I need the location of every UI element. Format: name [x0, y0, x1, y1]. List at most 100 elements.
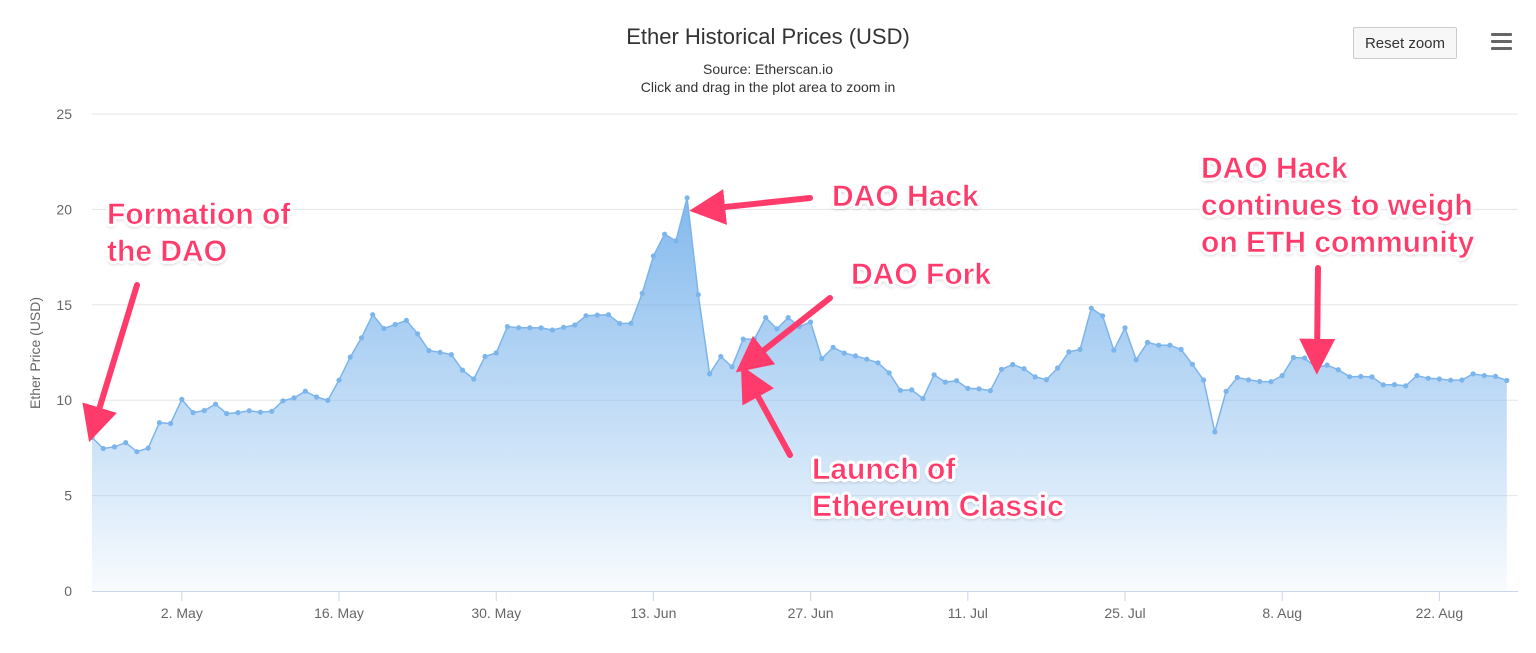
reset-zoom-button[interactable]: Reset zoom: [1353, 27, 1457, 59]
price-data-point: [639, 290, 645, 296]
price-data-point: [1156, 342, 1162, 348]
price-data-point: [1358, 373, 1364, 380]
price-data-point: [583, 313, 589, 319]
x-tick-label: 22. Aug: [1416, 605, 1464, 621]
price-data-point: [179, 396, 185, 402]
price-data-point: [1010, 361, 1016, 368]
price-data-point: [1492, 373, 1499, 379]
price-data-point: [1088, 305, 1094, 311]
price-data-point: [920, 395, 926, 402]
price-data-point: [1448, 377, 1454, 383]
y-tick-label: 25: [56, 106, 72, 122]
price-data-point: [156, 420, 162, 426]
price-data-point: [931, 372, 937, 378]
price-data-point: [280, 398, 286, 404]
price-data-point: [1391, 382, 1398, 388]
x-tick-label: 13. Jun: [630, 605, 676, 621]
price-data-point: [718, 353, 724, 360]
price-data-point: [976, 386, 982, 392]
price-data-point: [1470, 371, 1476, 377]
price-data-point: [347, 354, 353, 360]
price-data-point: [134, 449, 140, 455]
price-data-point: [459, 367, 466, 373]
price-data-point: [594, 312, 600, 318]
price-data-point: [1403, 383, 1409, 389]
price-data-point: [504, 324, 510, 330]
x-tick-label: 8. Aug: [1262, 605, 1302, 621]
y-axis-title: Ether Price (USD): [27, 297, 43, 409]
price-data-point: [1290, 354, 1296, 361]
price-data-point: [1459, 377, 1465, 383]
arrow-dao-hack: [689, 189, 813, 225]
annotation-line: DAO Hack: [832, 180, 979, 214]
annotation-line: DAO Fork: [851, 258, 992, 292]
price-data-point: [998, 366, 1005, 372]
price-data-point: [909, 387, 915, 393]
price-data-point: [1313, 365, 1319, 371]
y-tick-label: 10: [56, 392, 72, 408]
price-data-point: [111, 444, 118, 450]
price-data-point: [875, 360, 881, 366]
price-data-point: [325, 397, 331, 403]
price-data-point: [561, 324, 567, 330]
x-tick-label: 2. May: [161, 605, 203, 621]
price-data-point: [684, 195, 690, 201]
menu-bar-top: [1491, 33, 1512, 36]
price-data-point: [1481, 373, 1487, 379]
price-data-point: [1504, 377, 1510, 384]
y-tick-label: 20: [56, 201, 72, 217]
price-data-point: [235, 410, 241, 416]
price-data-point: [1077, 346, 1083, 352]
price-data-point: [1245, 377, 1252, 383]
chart-subtitle-source: Source: Etherscan.io: [703, 61, 833, 77]
x-tick-label: 30. May: [471, 605, 521, 621]
price-data-point: [785, 315, 791, 321]
y-tick-label: 5: [64, 488, 72, 504]
price-data-point: [1178, 346, 1184, 352]
price-data-point: [1414, 373, 1420, 379]
price-data-point: [89, 434, 95, 440]
price-data-point: [1100, 313, 1106, 319]
price-data-point: [516, 325, 522, 331]
price-data-point: [942, 379, 949, 385]
price-data-point: [448, 352, 454, 358]
price-data-point: [358, 335, 365, 341]
annotation-formation-of-dao: Formation of the DAO: [107, 196, 291, 270]
price-data-point: [1212, 429, 1218, 435]
price-data-point: [1032, 374, 1038, 380]
arrow-dao-fork: [735, 295, 833, 373]
price-data-point: [751, 336, 758, 342]
annotation-dao-hack: DAO Hack: [832, 178, 979, 215]
annotation-line: the DAO: [107, 235, 228, 269]
price-data-point: [549, 327, 556, 333]
annotation-line: on ETH community: [1201, 226, 1475, 260]
annotation-line: Ethereum Classic: [812, 490, 1064, 524]
price-data-point: [1335, 367, 1341, 373]
price-data-point: [774, 326, 780, 332]
price-data-point: [1425, 375, 1431, 381]
price-data-point: [1066, 349, 1072, 355]
price-data-point: [201, 407, 207, 414]
price-data-point: [527, 325, 533, 331]
price-data-point: [1144, 339, 1151, 345]
price-data-point: [852, 353, 859, 359]
price-data-point: [1055, 365, 1061, 371]
x-tick-label: 16. May: [314, 605, 364, 621]
price-data-point: [538, 325, 544, 331]
price-data-point: [437, 349, 443, 355]
hamburger-menu-icon[interactable]: [1488, 30, 1516, 54]
price-data-point: [224, 411, 230, 417]
menu-bar-middle: [1491, 40, 1512, 43]
price-data-point: [1201, 377, 1207, 383]
price-data-point: [1302, 355, 1308, 361]
price-data-point: [415, 331, 421, 337]
annotation-dao-hack-continues: DAO Hack continues to weigh on ETH commu…: [1201, 150, 1475, 261]
price-data-point: [1324, 362, 1330, 368]
axes: 0 5 10 15 20 25 2. May 16. May 30. May 13. Jun 27.…: [27, 106, 1518, 621]
price-data-point: [886, 370, 892, 376]
price-data-point: [965, 385, 971, 391]
price-data-point: [168, 420, 174, 427]
annotation-line: Launch of: [812, 453, 956, 487]
price-data-point: [830, 344, 836, 350]
